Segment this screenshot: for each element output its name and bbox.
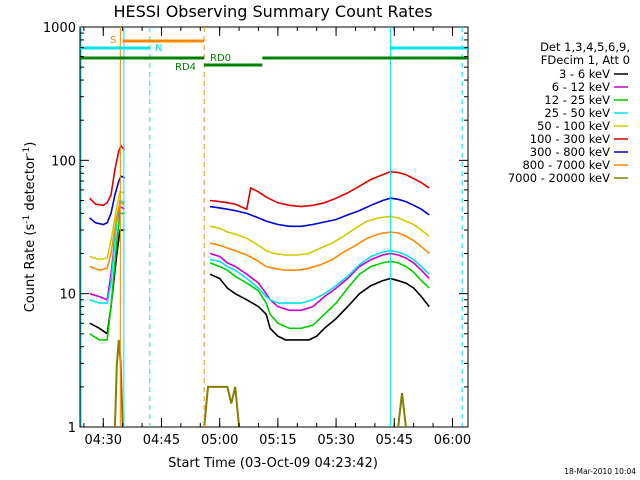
x-tick-label: 05:15 <box>259 433 296 448</box>
series-line-2 <box>209 260 430 330</box>
y-axis-label: Count Rate (s-1 detector-1) <box>22 142 38 313</box>
legend-header-line-2: FDecim 1, Att 0 <box>541 53 630 67</box>
x-tick-label: 06:00 <box>434 433 471 448</box>
flag-label-s: S <box>110 35 116 46</box>
series-line-5 <box>209 170 430 211</box>
plot-frame <box>79 26 469 428</box>
legend-label: 50 - 100 keV <box>537 119 610 133</box>
x-tick-label: 04:30 <box>85 433 122 448</box>
markers-layer: S N RD0 RD4 <box>80 27 468 427</box>
x-axis-label: Start Time (03-Oct-09 04:23:42) <box>168 456 378 471</box>
y-tick-label: 100 <box>51 154 76 169</box>
legend-header-line-1: Det 1,3,4,5,6,9, <box>540 40 630 54</box>
chart-title: HESSI Observing Summary Count Rates <box>113 2 432 21</box>
flag-label-n: N <box>155 43 162 54</box>
x-tick-label: 04:45 <box>143 433 180 448</box>
flag-label-rd0: RD0 <box>210 53 231 64</box>
flag-label-rd4: RD4 <box>175 62 196 73</box>
x-axis-ticks: 04:30 04:45 05:00 05:15 05:30 05:45 06:00 <box>83 27 471 448</box>
legend-label: 800 - 7000 keV <box>522 158 610 172</box>
series-line-8 <box>113 339 124 428</box>
series-layer <box>89 144 430 428</box>
legend-label: 12 - 25 keV <box>544 93 610 107</box>
series-line-8 <box>203 385 241 428</box>
legend-label: 7000 - 20000 keV <box>508 171 610 185</box>
series-line-4 <box>209 215 430 256</box>
series-line-0 <box>209 273 430 341</box>
x-tick-label: 05:45 <box>376 433 413 448</box>
series-line-1 <box>209 252 430 312</box>
legend-label: 100 - 300 keV <box>530 132 610 146</box>
legend-label: 300 - 800 keV <box>530 145 610 159</box>
y-axis-ticks: 1 10 100 1000 <box>43 21 468 436</box>
x-tick-label: 05:30 <box>317 433 354 448</box>
legend-label: 3 - 6 keV <box>559 67 610 81</box>
legend: Det 1,3,4,5,6,9, FDecim 1, Att 0 3 - 6 k… <box>508 40 630 185</box>
footer-date: 18-Mar-2010 10:04 <box>564 467 636 476</box>
series-line-7 <box>209 231 430 271</box>
legend-label: 25 - 50 keV <box>544 106 610 120</box>
series-line-0 <box>89 229 125 336</box>
series-line-3 <box>209 249 430 304</box>
series-line-8 <box>397 392 407 428</box>
y-tick-label: 10 <box>59 288 76 303</box>
y-tick-label: 1000 <box>43 21 76 36</box>
series-line-6 <box>209 197 430 228</box>
legend-label: 6 - 12 keV <box>552 80 610 94</box>
y-tick-label: 1 <box>68 421 76 436</box>
x-tick-label: 05:00 <box>201 433 238 448</box>
